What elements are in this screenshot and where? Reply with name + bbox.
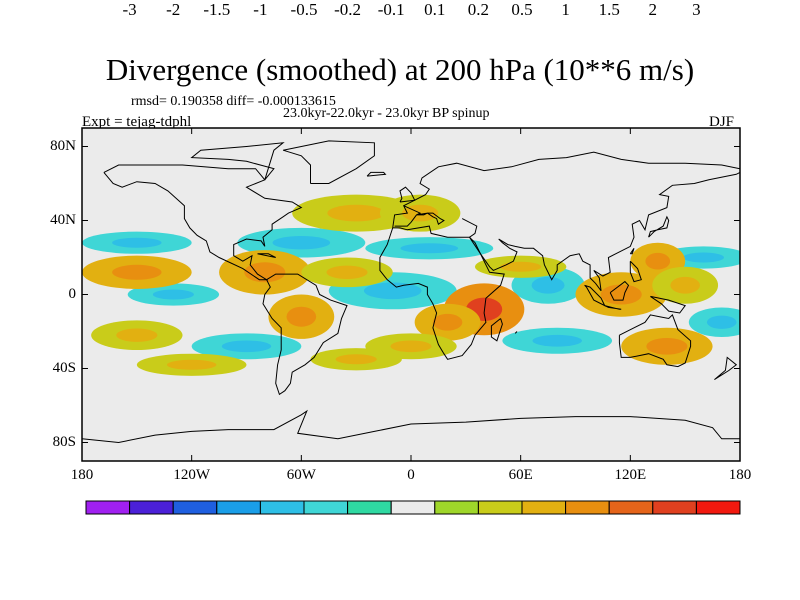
- divergence-region-core: [166, 359, 217, 370]
- coastline: [82, 409, 740, 444]
- coastline: [392, 151, 740, 228]
- x-tick-label: 180: [728, 467, 752, 483]
- time-range-label: 23.0kyr-22.0kyr - 23.0kyr BP spinup: [283, 106, 490, 121]
- colorbar-label: -0.2: [334, 0, 362, 19]
- contour-fields: [82, 194, 740, 376]
- x-tick-label: 60E: [508, 467, 533, 483]
- colorbar-label: 0.2: [467, 0, 490, 19]
- colorbar-swatch: [565, 500, 610, 515]
- divergence-region-core: [335, 354, 377, 365]
- divergence-region-core: [112, 264, 162, 280]
- coastline: [629, 260, 642, 283]
- coastline: [190, 142, 285, 181]
- y-tick-label: 80S: [52, 433, 76, 450]
- experiment-label: Expt = tejag-tdphl: [82, 114, 192, 130]
- divergence-region-core: [327, 204, 385, 222]
- x-tick-label: 180: [70, 467, 94, 483]
- colorbar-label: 0.1: [424, 0, 446, 19]
- colorbar-label: 2: [648, 0, 658, 19]
- coastline: [379, 225, 505, 360]
- colorbar-label: -2: [166, 0, 181, 19]
- convergence-region-core: [682, 252, 725, 263]
- coastline: [262, 273, 348, 396]
- coastline: [618, 314, 692, 368]
- coastline: [604, 305, 622, 310]
- coastline: [490, 318, 503, 342]
- coastline: [399, 186, 416, 203]
- coastline: [514, 331, 518, 334]
- convergence-region-core: [706, 315, 737, 329]
- colorbar-label: 1.5: [598, 0, 620, 19]
- convergence-region-core: [400, 243, 459, 254]
- convergence-region-core: [152, 289, 194, 300]
- divergence-region-core: [670, 276, 700, 294]
- divergence-region-core: [116, 328, 158, 342]
- coastline: [648, 215, 670, 238]
- divergence-region-core: [326, 265, 368, 279]
- x-tick-label: 120E: [614, 467, 647, 483]
- colorbar-label: -0.1: [377, 0, 405, 19]
- coastline: [461, 171, 740, 292]
- divergence-region-core: [432, 313, 463, 331]
- season-label: DJF: [709, 114, 735, 130]
- divergence-region-core: [645, 252, 671, 270]
- convergence-region-core: [221, 340, 272, 353]
- coastline: [257, 253, 276, 258]
- divergence-region-core: [500, 261, 542, 272]
- convergence-region-core: [272, 236, 331, 250]
- coastline: [282, 140, 375, 184]
- x-tick-label: 60W: [286, 467, 316, 483]
- colorbar-swatch: [259, 500, 305, 515]
- colorbar-swatch: [652, 500, 697, 515]
- colorbar-label: 0.5: [511, 0, 533, 19]
- y-tick-label: 40N: [50, 211, 76, 228]
- colorbar-swatch: [477, 500, 523, 515]
- divergence-region-core: [286, 306, 317, 327]
- divergence-region-core: [646, 337, 688, 355]
- divergence-region-core: [600, 284, 642, 305]
- colorbar-label: -1.5: [203, 0, 231, 19]
- colorbar-swatch: [129, 500, 174, 515]
- colorbar-label: 3: [692, 0, 701, 19]
- colorbar-swatch: [85, 500, 131, 515]
- coastline: [714, 356, 738, 381]
- coastline: [103, 164, 303, 281]
- x-tick-label: 0: [407, 467, 415, 483]
- convergence-region-core: [531, 276, 565, 294]
- colorbar-swatch: [695, 500, 741, 515]
- y-tick-label: 0: [68, 285, 77, 302]
- convergence-region-core: [112, 237, 162, 248]
- colorbar-swatch: [172, 500, 218, 515]
- colorbar-label: 1: [561, 0, 570, 19]
- convergence-region-core: [363, 282, 422, 300]
- colorbar-label: -0.5: [290, 0, 318, 19]
- convergence-region-core: [532, 334, 582, 347]
- colorbar-swatch: [347, 500, 392, 515]
- colorbar-swatch: [608, 500, 654, 515]
- y-tick-label: 80N: [50, 137, 76, 154]
- map-title: Divergence (smoothed) at 200 hPa (10**6 …: [105, 52, 695, 87]
- colorbar-swatch: [390, 500, 436, 515]
- coastlines: [82, 140, 740, 444]
- coastline: [629, 248, 635, 255]
- coastline: [650, 295, 687, 314]
- colorbar-swatch: [303, 500, 349, 515]
- colorbar-label: -1: [253, 0, 268, 19]
- y-tick-label: 40S: [52, 359, 76, 376]
- colorbar-swatch: [521, 500, 567, 515]
- colorbar-label: -3: [122, 0, 137, 19]
- x-tick-label: 120W: [173, 467, 210, 483]
- coastline: [394, 205, 445, 227]
- stats-line: rmsd= 0.190358 diff= -0.000133615: [131, 94, 336, 109]
- divergence-region-core: [244, 262, 286, 283]
- divergence-region-core: [390, 340, 432, 353]
- colorbar-swatch: [434, 500, 479, 515]
- coastline: [609, 280, 630, 301]
- coastline: [366, 171, 387, 177]
- colorbar-swatch: [216, 500, 261, 515]
